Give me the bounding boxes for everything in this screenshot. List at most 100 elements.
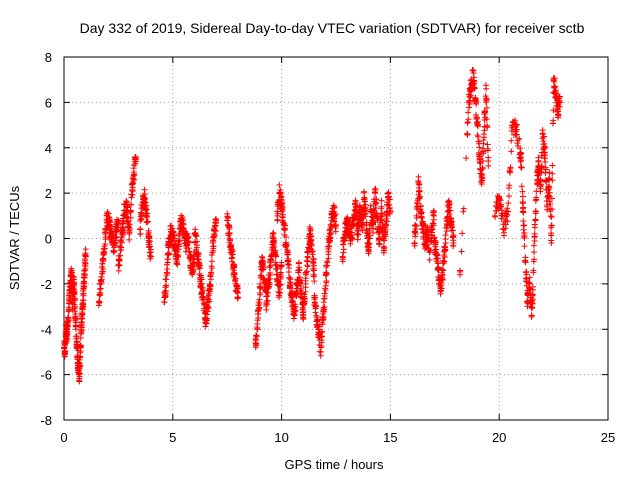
data-point-fill [310, 273, 317, 280]
data-point-fill [277, 272, 284, 279]
data-point-fill [118, 226, 125, 233]
data-point-fill [460, 205, 467, 212]
data-point-fill [353, 214, 360, 221]
data-point-fill [474, 121, 481, 128]
data-point-fill [312, 309, 319, 316]
data-point-fill [95, 302, 102, 309]
data-point-fill [320, 299, 327, 306]
data-point-fill [119, 232, 126, 239]
data-point-fill [473, 115, 480, 122]
data-point-fill [300, 311, 307, 318]
data-point-fill [482, 82, 489, 89]
data-point-fill [299, 306, 306, 313]
data-point-fill [185, 233, 192, 240]
data-point-fill [477, 153, 484, 160]
data-point-fill [198, 288, 205, 295]
data-point-fill [450, 242, 457, 249]
data-point-fill [272, 261, 279, 268]
data-point-fill [144, 218, 151, 225]
data-point-fill [295, 269, 302, 276]
data-point-fill [106, 214, 113, 221]
data-point-fill [255, 311, 262, 318]
data-point-fill [430, 211, 437, 218]
data-point-fill [290, 311, 297, 318]
data-point-fill [500, 232, 507, 239]
data-point-fill [530, 242, 537, 249]
data-point-fill [323, 262, 330, 269]
data-point-fill [198, 274, 205, 281]
data-point-fill [411, 240, 418, 247]
data-point-fill [257, 272, 264, 279]
data-point-fill [417, 202, 424, 209]
data-point-fill [138, 215, 145, 222]
data-point-fill [193, 242, 200, 249]
y-tick-label: -4 [40, 322, 52, 337]
data-point-fill [228, 242, 235, 249]
data-point-fill [277, 289, 284, 296]
data-point-fill [209, 249, 216, 256]
data-point-fill [481, 134, 488, 141]
data-points [61, 66, 564, 385]
data-point-fill [520, 204, 527, 211]
data-point-fill [312, 302, 319, 309]
data-point-fill [163, 269, 170, 276]
data-point-fill [361, 195, 368, 202]
data-point-fill [196, 271, 203, 278]
data-point-fill [310, 256, 317, 263]
y-tick-label: 0 [45, 232, 52, 247]
data-point-fill [65, 304, 72, 311]
data-point-fill [365, 247, 372, 254]
data-point-fill [517, 151, 524, 158]
data-point-fill [518, 164, 525, 171]
data-point-fill [340, 246, 347, 253]
data-point-fill [323, 279, 330, 286]
data-point-fill [311, 302, 318, 309]
data-point-fill [528, 313, 535, 320]
data-point-fill [430, 207, 437, 214]
data-point-fill [520, 198, 527, 205]
data-point-fill [552, 83, 559, 90]
data-point-fill [274, 265, 281, 272]
data-point-fill [414, 204, 421, 211]
data-point-fill [253, 332, 260, 339]
data-point-fill [254, 326, 261, 333]
data-point-fill [267, 270, 274, 277]
data-point-fill [147, 243, 154, 250]
data-point-fill [526, 274, 533, 281]
data-point-fill [431, 247, 438, 254]
data-point-fill [447, 207, 454, 214]
data-point-fill [332, 222, 339, 229]
data-point-fill [431, 234, 438, 241]
data-point-fill [170, 231, 177, 238]
data-point-fill [129, 186, 136, 193]
data-point-fill [539, 127, 546, 134]
data-point-fill [362, 208, 369, 215]
data-point-fill [116, 257, 123, 264]
data-point-fill [308, 243, 315, 250]
data-point-fill [73, 323, 80, 330]
data-point-fill [131, 162, 138, 169]
data-point-fill [194, 251, 201, 258]
data-point [71, 303, 78, 310]
data-point-fill [117, 237, 124, 244]
data-point-fill [318, 334, 325, 341]
data-point-fill [252, 336, 259, 343]
y-tick-label: 6 [45, 95, 52, 110]
data-point-fill [361, 188, 368, 195]
data-point-fill [77, 343, 84, 350]
data-point-fill [415, 173, 422, 180]
data-point-fill [386, 201, 393, 208]
data-point-fill [74, 338, 81, 345]
data-point-fill [296, 264, 303, 271]
data-point-fill [304, 254, 311, 261]
data-point-fill [493, 198, 500, 205]
data-point-fill [256, 304, 263, 311]
data-point-fill [77, 330, 84, 337]
data-point-fill [372, 185, 379, 192]
data-point-fill [270, 239, 277, 246]
data-point-fill [502, 208, 509, 215]
data-point-fill [81, 271, 88, 278]
data-point-fill [128, 201, 135, 208]
data-point-fill [76, 370, 83, 377]
data-point-fill [363, 219, 370, 226]
